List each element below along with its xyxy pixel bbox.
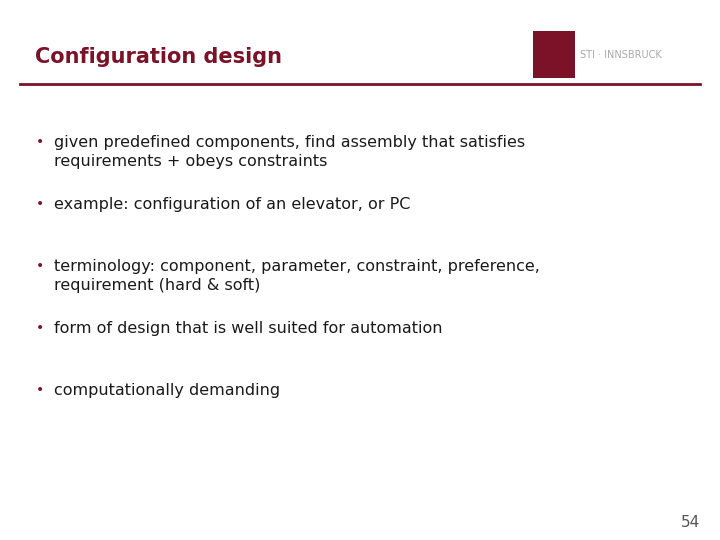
Text: form of design that is well suited for automation: form of design that is well suited for a… bbox=[54, 321, 443, 336]
Text: •: • bbox=[35, 321, 44, 335]
Text: example: configuration of an elevator, or PC: example: configuration of an elevator, o… bbox=[54, 197, 410, 212]
Circle shape bbox=[544, 33, 557, 49]
Text: STI · INNSBRUCK: STI · INNSBRUCK bbox=[580, 50, 662, 59]
Text: computationally demanding: computationally demanding bbox=[54, 383, 280, 399]
Text: Configuration design: Configuration design bbox=[35, 46, 282, 67]
Text: given predefined components, find assembly that satisfies
requirements + obeys c: given predefined components, find assemb… bbox=[54, 135, 525, 169]
Text: •: • bbox=[35, 135, 44, 149]
Text: terminology: component, parameter, constraint, preference,
requirement (hard & s: terminology: component, parameter, const… bbox=[54, 259, 540, 293]
Text: •: • bbox=[35, 259, 44, 273]
Text: •: • bbox=[35, 197, 44, 211]
Text: •: • bbox=[35, 383, 44, 397]
Text: 54: 54 bbox=[680, 515, 700, 530]
